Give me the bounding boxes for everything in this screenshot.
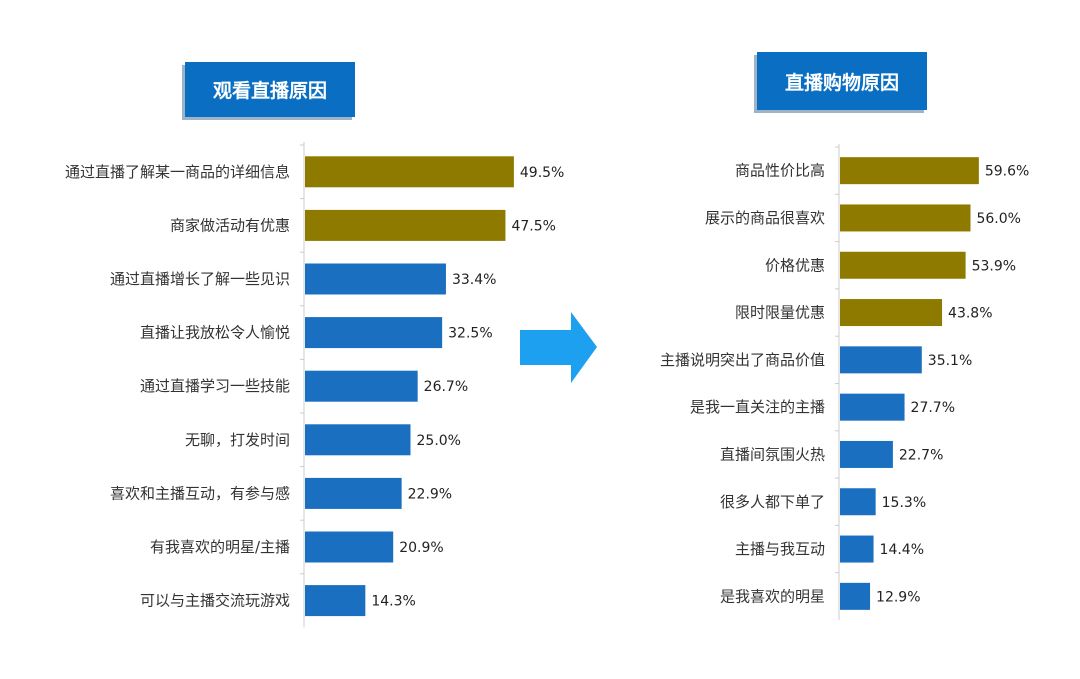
category-label: 直播间氛围火热 [720,445,825,463]
data-label: 43.8% [948,306,992,322]
data-label: 27.7% [911,400,955,416]
bar [840,488,876,516]
bar [305,156,514,188]
bar [305,263,446,295]
bar [840,204,971,232]
data-label: 22.7% [899,447,943,463]
chart-title-right: 直播购物原因 [757,52,927,110]
category-label: 有我喜欢的明星/主播 [150,538,290,556]
data-label: 49.5% [520,165,564,181]
bar [840,582,871,610]
data-label: 12.9% [876,589,920,605]
chart-left: 通过直播了解某一商品的详细信息 49.5% 商家做活动有优惠 47.5% 通过直播增长了… [65,142,564,628]
bar [305,477,402,509]
bar [305,424,411,456]
chart-right: 商品性价比高 59.6% 展示的商品很喜欢 56.0% 价格优惠 53.9% 限时限量优惠 4… [660,144,1029,620]
data-label: 47.5% [511,218,555,234]
category-label: 商品性价比高 [735,162,825,180]
data-label: 33.4% [452,272,496,288]
bar [840,346,922,374]
data-label: 26.7% [424,379,468,395]
bar [840,393,905,421]
bar [305,370,418,402]
category-label: 无聊，打发时间 [185,431,290,449]
data-label: 35.1% [928,353,972,369]
category-label: 很多人都下单了 [720,493,825,511]
category-label: 是我喜欢的明星 [720,587,825,605]
arrow-right-icon [520,312,597,383]
bar [840,251,966,279]
bar [305,585,366,617]
category-label: 主播与我互动 [735,540,825,558]
bar [305,209,506,241]
category-label: 直播让我放松令人愉悦 [140,324,290,342]
bar [305,317,443,349]
data-label: 20.9% [399,540,443,556]
category-label: 通过直播学习一些技能 [140,377,290,395]
data-label: 14.3% [371,594,415,610]
category-label: 主播说明突出了商品价值 [660,351,825,369]
data-label: 56.0% [976,211,1020,227]
data-label: 53.9% [972,258,1016,274]
category-label: 可以与主播交流玩游戏 [140,592,290,610]
category-label: 展示的商品很喜欢 [705,209,825,227]
bar [840,440,893,468]
data-label: 25.0% [417,433,461,449]
data-label: 59.6% [985,164,1029,180]
category-label: 商家做活动有优惠 [170,216,290,234]
chart-title-left: 观看直播原因 [185,62,355,117]
category-label: 是我一直关注的主播 [690,398,825,416]
data-label: 14.4% [880,542,924,558]
bar [840,157,979,185]
bar [840,535,874,563]
category-label: 通过直播了解某一商品的详细信息 [65,163,290,181]
category-label: 价格优惠 [765,256,825,274]
data-label: 22.9% [408,486,452,502]
category-label: 喜欢和主播互动，有参与感 [110,484,290,502]
bar [840,299,943,327]
category-label: 限时限量优惠 [735,304,825,322]
data-label: 32.5% [448,326,492,342]
data-label: 15.3% [882,495,926,511]
category-label: 通过直播增长了解一些见识 [110,270,290,288]
bar [305,531,394,563]
